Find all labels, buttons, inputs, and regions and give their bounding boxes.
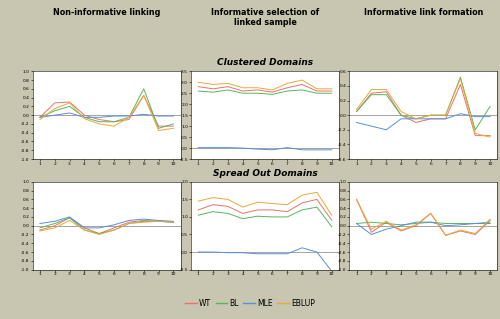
Text: Clustered Domains: Clustered Domains — [217, 58, 313, 67]
Text: Non-informative linking: Non-informative linking — [53, 8, 160, 17]
Legend: WT, BL, MLE, EBLUP: WT, BL, MLE, EBLUP — [182, 295, 318, 311]
Text: Informative link formation: Informative link formation — [364, 8, 483, 17]
Text: Informative selection of
linked sample: Informative selection of linked sample — [211, 8, 319, 27]
Text: Spread Out Domains: Spread Out Domains — [212, 168, 318, 178]
